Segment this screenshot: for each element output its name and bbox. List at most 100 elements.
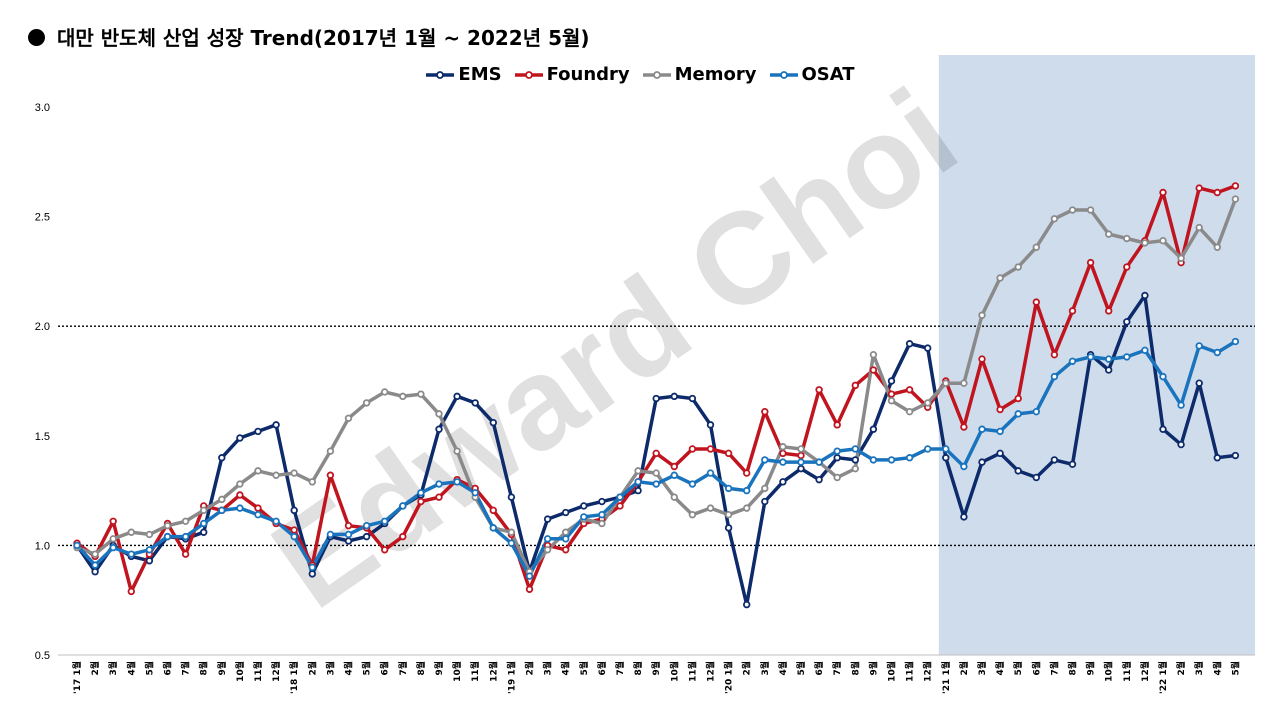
x-axis: '17 1월 2월 3월 4월 5월 6월 7월 8월 9월 10월 11월 12월 '18 1월 2월 3… (71, 661, 1241, 694)
x-tick-label: 7월 (614, 661, 626, 676)
data-point-osat (507, 539, 516, 547)
x-tick-label: '22 1월 (1157, 661, 1169, 694)
data-point-memory (1159, 237, 1167, 245)
data-point-memory (163, 521, 172, 530)
data-point-foundry (1086, 258, 1095, 267)
x-tick-label: 8월 (632, 661, 644, 676)
data-point-memory (688, 511, 697, 519)
data-point-memory (381, 388, 389, 396)
legend-swatch-ems (426, 71, 455, 79)
x-tick-label: '20 1월 (723, 661, 735, 694)
data-point-osat (399, 502, 407, 510)
data-point-osat (652, 480, 660, 488)
x-tick-label: 8월 (849, 661, 861, 676)
data-point-memory (181, 517, 190, 525)
x-tick-label: 3월 (542, 661, 554, 676)
data-point-osat (308, 563, 316, 572)
data-point-osat (1123, 353, 1131, 361)
data-point-ems (435, 425, 443, 433)
data-point-ems (290, 506, 298, 515)
data-point-ems (1014, 467, 1022, 475)
x-tick-label: 11월 (904, 661, 916, 682)
legend-label: Memory (674, 64, 757, 85)
data-point-memory (942, 379, 950, 387)
data-point-memory (326, 447, 335, 455)
data-point-foundry (779, 449, 787, 458)
data-point-memory (833, 473, 841, 482)
data-point-foundry (996, 405, 1004, 414)
page-title-text: 대만 반도체 산업 성장 Trend(2017년 1월 ~ 2022년 5월) (57, 26, 590, 50)
data-point-ems (254, 427, 262, 436)
data-point-memory (779, 443, 787, 451)
data-point-osat (1104, 355, 1113, 363)
data-point-osat (670, 471, 678, 479)
highlight-region (938, 55, 1255, 655)
data-point-ems (1104, 366, 1113, 374)
data-point-ems (308, 570, 316, 578)
data-point-ems (869, 425, 878, 433)
data-point-osat (706, 469, 715, 477)
data-point-memory (507, 528, 516, 536)
data-point-osat (580, 513, 588, 521)
data-point-osat (924, 445, 932, 453)
data-point-ems (779, 478, 787, 486)
data-point-osat (851, 445, 859, 453)
data-point-memory (543, 546, 552, 554)
data-point-ems (562, 508, 570, 517)
data-point-ems (996, 449, 1004, 458)
data-point-memory (562, 528, 570, 536)
x-tick-label: 5월 (1229, 661, 1241, 676)
data-point-ems (91, 568, 99, 576)
data-point-osat (525, 572, 534, 580)
data-point-osat (942, 445, 950, 453)
x-tick-label: 5월 (578, 661, 590, 676)
data-point-memory (218, 495, 226, 504)
data-point-foundry (1123, 263, 1131, 271)
x-tick-label: 2월 (1175, 661, 1187, 676)
data-point-foundry (344, 521, 353, 530)
data-point-osat (163, 532, 172, 541)
data-point-ems (960, 513, 968, 521)
y-tick-label: 2.5 (35, 212, 50, 224)
y-tick-label: 1.0 (35, 540, 50, 552)
data-point-foundry (399, 532, 407, 541)
x-tick-label: '21 1월 (940, 661, 952, 694)
data-point-memory (254, 467, 262, 475)
data-point-memory (1050, 215, 1059, 223)
data-point-foundry (706, 445, 715, 453)
data-point-osat (127, 550, 135, 558)
data-point-memory (869, 350, 878, 359)
data-point-ems (344, 537, 353, 545)
data-point-osat (1032, 407, 1040, 416)
x-tick-label: 10월 (451, 661, 463, 682)
page-title: 대만 반도체 산업 성장 Trend(2017년 1월 ~ 2022년 5월) (28, 22, 590, 51)
data-point-memory (91, 550, 99, 558)
y-tick-label: 3.0 (35, 102, 50, 114)
data-point-memory (1104, 230, 1113, 238)
legend-label: EMS (458, 64, 502, 85)
data-point-ems (670, 392, 678, 401)
x-tick-label: 6월 (813, 661, 825, 676)
data-point-osat (145, 546, 154, 554)
x-tick-label: 2월 (524, 661, 536, 676)
data-point-ems (272, 421, 280, 429)
data-point-foundry (905, 386, 914, 394)
data-point-foundry (1195, 184, 1203, 192)
data-point-ems (887, 377, 896, 385)
x-tick-label: 5월 (361, 661, 373, 676)
legend-item-ems: EMS (425, 64, 502, 85)
data-point-foundry (236, 491, 244, 499)
data-point-ems (761, 497, 769, 506)
data-point-ems (1195, 379, 1203, 387)
data-point-foundry (616, 502, 624, 510)
data-point-memory (362, 399, 371, 407)
data-point-osat (978, 425, 986, 433)
data-point-foundry (670, 462, 678, 471)
x-tick-label: 2월 (958, 661, 970, 676)
data-point-osat (91, 561, 99, 569)
x-tick-label: 2월 (741, 661, 753, 676)
data-point-memory (670, 493, 678, 501)
data-point-ems (598, 497, 606, 506)
legend-label: Foundry (546, 64, 630, 85)
